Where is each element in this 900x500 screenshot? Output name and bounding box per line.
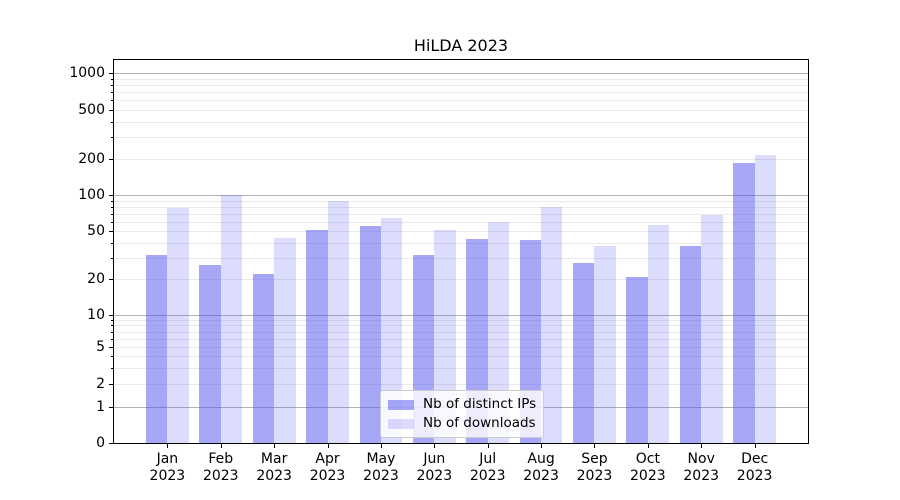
bar-ips-sep xyxy=(573,263,595,443)
bar-downloads-apr xyxy=(327,200,349,443)
legend: Nb of distinct IPs Nb of downloads xyxy=(380,390,544,438)
x-axis-tick xyxy=(647,444,649,448)
x-axis-tick-label: Dec 2023 xyxy=(736,451,773,484)
x-axis-tick-label: Jul 2023 xyxy=(469,451,506,484)
y-axis-tick-label: 10 xyxy=(87,307,105,324)
gridline-minor xyxy=(114,338,808,340)
bar-ips-dec xyxy=(733,162,755,443)
gridline-minor xyxy=(114,384,808,386)
legend-item-distinct-ips: Nb of distinct IPs xyxy=(388,397,536,412)
bar-downloads-may xyxy=(380,217,403,443)
x-axis-tick xyxy=(541,444,543,448)
x-axis-tick-label: Sep 2023 xyxy=(576,451,613,484)
bar-downloads-dec xyxy=(754,154,776,443)
gridline-major xyxy=(114,73,808,75)
chart-title: HiLDA 2023 xyxy=(413,36,509,55)
y-axis-tick-label: 1 xyxy=(96,398,105,415)
bar-ips-mar xyxy=(252,274,275,443)
bar-downloads-jun xyxy=(434,230,456,443)
y-axis-tick-label: 500 xyxy=(78,102,105,119)
x-axis-tick-label: Aug 2023 xyxy=(523,451,559,484)
x-axis-tick-label: Nov 2023 xyxy=(683,451,720,484)
bar-downloads-jul xyxy=(487,221,510,443)
bar-ips-nov xyxy=(679,245,702,443)
gridline-minor xyxy=(114,158,808,160)
x-axis-tick xyxy=(274,444,276,448)
plot-area xyxy=(113,59,809,444)
gridline-major xyxy=(114,195,808,197)
y-axis-tick-label: 200 xyxy=(78,150,105,167)
gridline-minor xyxy=(114,110,808,112)
gridline-minor xyxy=(114,137,808,139)
x-axis-tick xyxy=(380,444,382,448)
bar-ips-apr xyxy=(306,230,328,443)
x-axis-tick xyxy=(220,444,222,448)
y-axis-tick-label: 20 xyxy=(87,271,105,288)
bar-downloads-nov xyxy=(701,215,723,443)
legend-swatch-downloads-icon xyxy=(388,418,414,429)
x-axis-tick xyxy=(167,444,169,448)
gridline-minor xyxy=(114,242,808,244)
gridline-minor xyxy=(114,257,808,259)
gridline-minor xyxy=(114,231,808,233)
gridline-minor xyxy=(114,85,808,87)
gridline-minor xyxy=(114,92,808,94)
gridline-major xyxy=(114,315,808,317)
x-axis-tick-label: Oct 2023 xyxy=(630,451,666,484)
legend-swatch-ips-icon xyxy=(388,399,414,410)
x-axis-tick xyxy=(594,444,596,448)
bar-downloads-jan xyxy=(167,208,189,443)
x-axis-tick-label: Apr 2023 xyxy=(309,451,346,484)
x-axis-tick-label: Jun 2023 xyxy=(416,451,453,484)
bar-downloads-oct xyxy=(647,224,670,443)
x-axis-tick-label: May 2023 xyxy=(363,451,399,484)
x-axis-tick xyxy=(701,444,703,448)
bar-downloads-sep xyxy=(594,245,616,443)
gridline-minor xyxy=(114,347,808,349)
legend-label-distinct-ips: Nb of distinct IPs xyxy=(423,396,537,412)
gridline-minor xyxy=(114,206,808,208)
x-axis-tick-label: Mar 2023 xyxy=(256,451,292,484)
gridline-minor xyxy=(114,121,808,123)
bar-ips-may xyxy=(359,226,381,443)
gridline-minor xyxy=(114,221,808,223)
x-axis-tick xyxy=(327,444,329,448)
gridline-minor xyxy=(114,356,808,358)
bar-ips-jan xyxy=(145,254,168,443)
gridline-minor xyxy=(114,331,808,333)
gridline-minor xyxy=(114,213,808,215)
gridline-minor xyxy=(114,325,808,327)
legend-label-downloads: Nb of downloads xyxy=(423,415,536,431)
y-axis-tick-label: 1000 xyxy=(69,65,105,82)
gridline-minor xyxy=(114,319,808,321)
y-axis-tick-label: 50 xyxy=(87,223,105,240)
x-axis-tick xyxy=(434,444,436,448)
legend-item-downloads: Nb of downloads xyxy=(388,416,536,431)
y-axis-tick-label: 100 xyxy=(78,187,105,204)
y-axis-tick-label: 5 xyxy=(96,339,105,356)
bar-ips-oct xyxy=(626,276,648,443)
y-axis-tick-label: 2 xyxy=(96,376,105,393)
bar-downloads-mar xyxy=(274,238,296,443)
y-axis-tick-label: 0 xyxy=(96,435,105,451)
x-axis-tick-label: Jan 2023 xyxy=(149,451,186,484)
x-axis-tick-label: Feb 2023 xyxy=(202,451,239,484)
x-axis-tick xyxy=(754,444,756,448)
x-axis-tick xyxy=(487,444,489,448)
gridline-minor xyxy=(114,78,808,80)
bar-downloads-aug xyxy=(541,206,563,443)
bar-downloads-feb xyxy=(220,195,243,443)
gridline-minor xyxy=(114,367,808,369)
gridline-minor xyxy=(114,279,808,281)
gridline-minor xyxy=(114,200,808,202)
bar-ips-feb xyxy=(199,265,221,443)
gridline-minor xyxy=(114,100,808,102)
